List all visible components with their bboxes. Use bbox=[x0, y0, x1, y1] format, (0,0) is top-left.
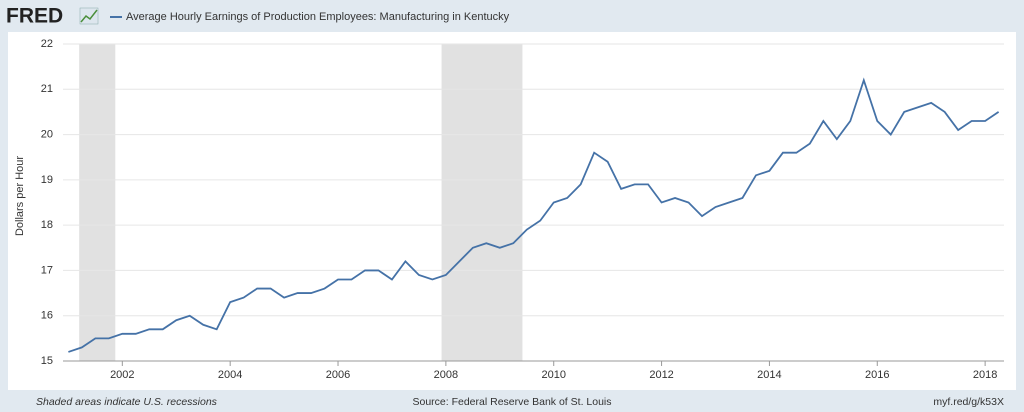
logo-icon bbox=[79, 7, 99, 25]
source: Source: Federal Reserve Bank of St. Loui… bbox=[412, 396, 611, 408]
x-tick-label: 2002 bbox=[110, 369, 134, 381]
y-tick-label: 20 bbox=[41, 128, 53, 140]
y-tick-label: 19 bbox=[41, 174, 53, 186]
y-tick-label: 22 bbox=[41, 38, 53, 50]
y-tick-label: 18 bbox=[41, 219, 53, 231]
y-tick-label: 17 bbox=[41, 264, 53, 276]
x-tick-label: 2018 bbox=[973, 369, 997, 381]
y-tick-label: 21 bbox=[41, 83, 53, 95]
y-tick-label: 15 bbox=[41, 355, 53, 367]
x-tick-label: 2014 bbox=[757, 369, 781, 381]
recession-band bbox=[441, 44, 523, 361]
x-tick-label: 2006 bbox=[326, 369, 350, 381]
x-tick-label: 2010 bbox=[541, 369, 565, 381]
legend-label: Average Hourly Earnings of Production Em… bbox=[126, 11, 510, 23]
y-tick-label: 16 bbox=[41, 310, 53, 322]
x-tick-label: 2008 bbox=[434, 369, 458, 381]
x-tick-label: 2004 bbox=[218, 369, 242, 381]
x-tick-label: 2012 bbox=[649, 369, 673, 381]
x-tick-label: 2016 bbox=[865, 369, 889, 381]
y-axis-label: Dollars per Hour bbox=[14, 156, 26, 236]
data-line bbox=[68, 77, 1000, 353]
logo: FRED bbox=[6, 5, 63, 28]
footnote: Shaded areas indicate U.S. recessions bbox=[36, 396, 218, 408]
recession-band bbox=[79, 44, 116, 361]
link: myf.red/g/k53X bbox=[933, 396, 1004, 408]
